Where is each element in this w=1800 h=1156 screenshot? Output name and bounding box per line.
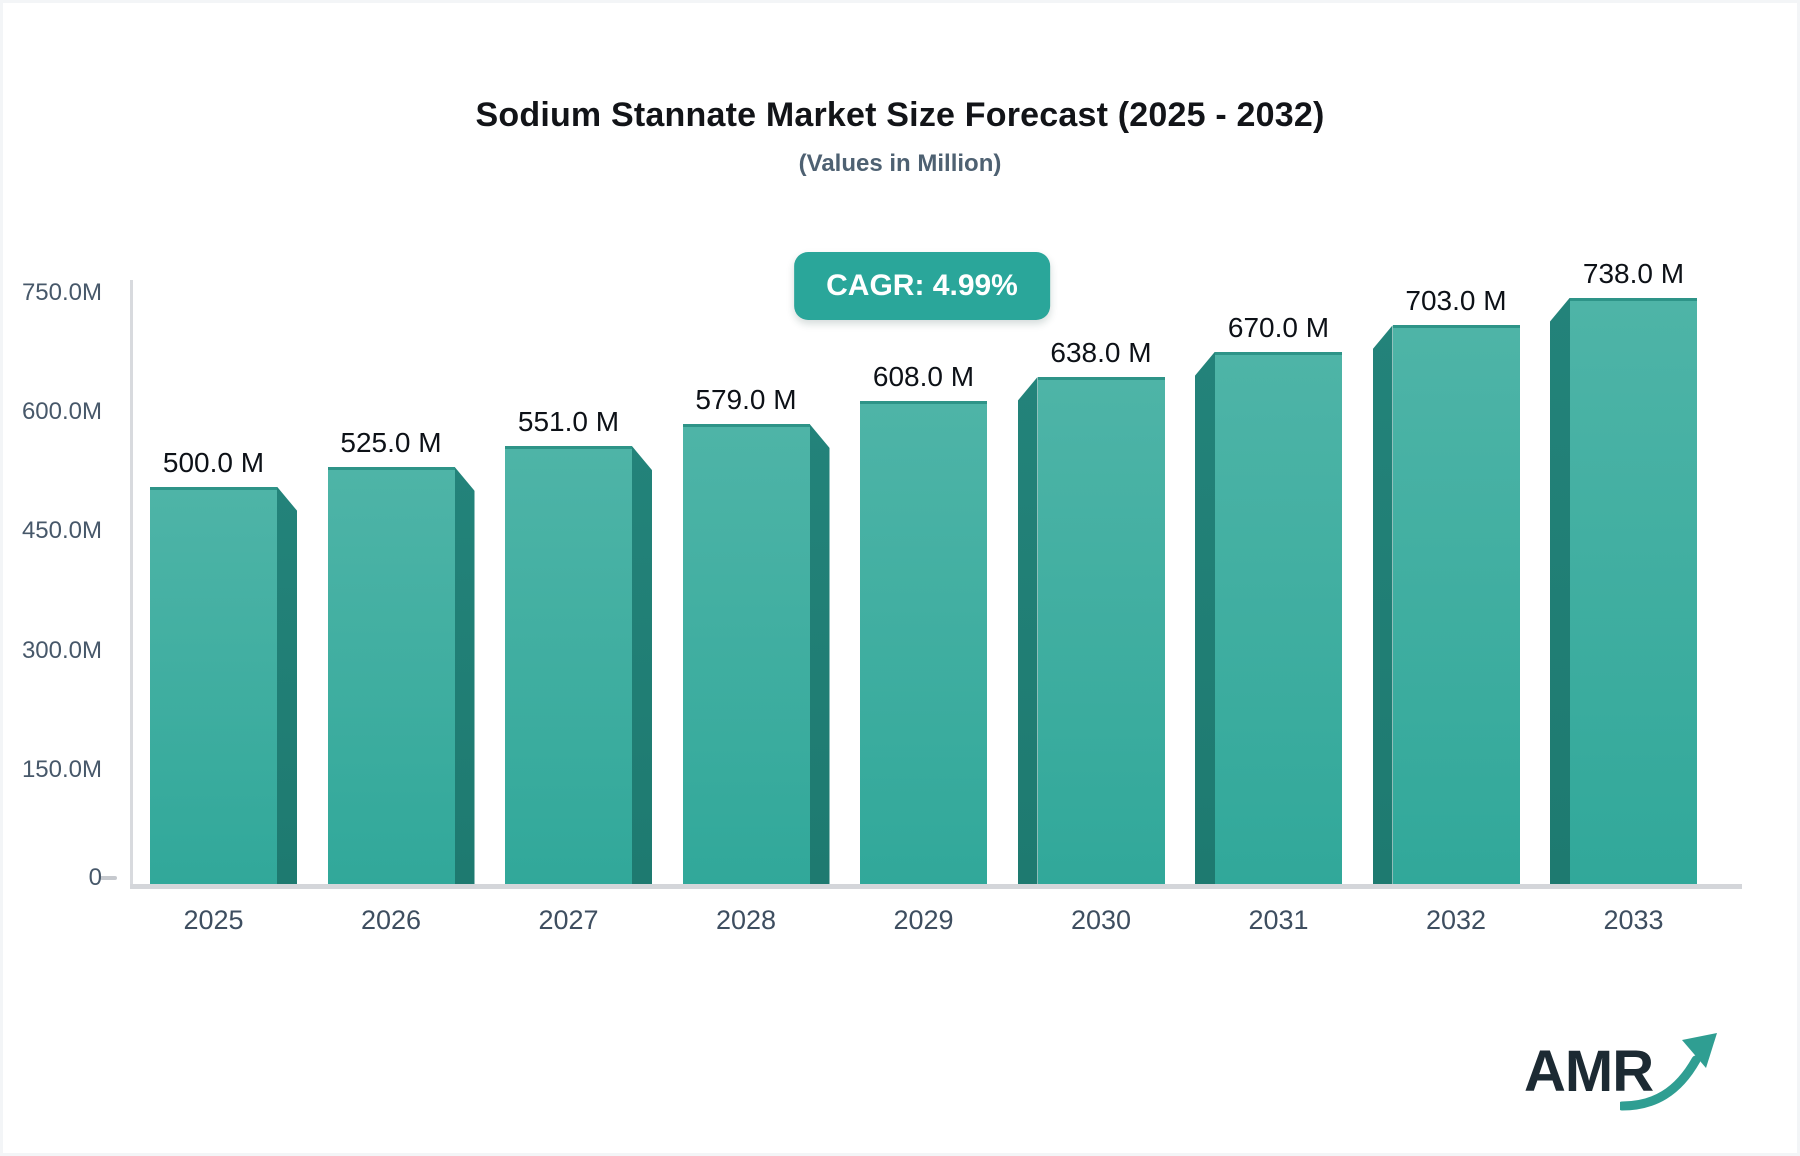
bar-2027 — [505, 446, 632, 884]
bar-value-label: 551.0 M — [517, 406, 620, 438]
bar-side-2026 — [454, 466, 475, 884]
bar-value-label: 638.0 M — [1050, 337, 1152, 368]
y-axis-tick-label: 600.0M — [21, 398, 102, 426]
x-axis-tick-label: 2032 — [1425, 905, 1487, 935]
bar-value-label: 670.0 M — [1227, 311, 1330, 343]
bar-value-label: 579.0 M — [695, 383, 797, 415]
x-axis-tick-label: 2031 — [1248, 905, 1309, 935]
bar-side-2028 — [809, 423, 830, 884]
x-axis-tick-label: 2028 — [715, 905, 777, 935]
amr-logo: AMR — [1524, 1028, 1724, 1118]
bar-2029 — [860, 400, 987, 884]
bar-side-2027 — [632, 446, 652, 884]
bar-value-label: 738.0 M — [1582, 257, 1685, 289]
growth-arrow-icon — [1620, 1033, 1717, 1111]
y-axis-line — [130, 280, 133, 889]
chart-subtitle: (Values in Million) — [798, 150, 1002, 177]
y-axis-tick-label: 0 — [88, 864, 102, 891]
bar-value-label: 703.0 M — [1405, 285, 1507, 317]
x-axis-tick-label: 2026 — [360, 905, 422, 935]
chart-title: Sodium Stannate Market Size Forecast (20… — [475, 96, 1325, 134]
cagr-badge: CAGR: 4.99% — [794, 252, 1050, 320]
bar-side-2031 — [1195, 351, 1215, 884]
bar-value-label: 500.0 M — [162, 446, 265, 478]
bar-side-2032 — [1372, 325, 1393, 884]
bar-2025 — [150, 486, 277, 884]
amr-logo-text: AMR — [1524, 1039, 1654, 1104]
x-axis-tick-label: 2029 — [893, 905, 954, 935]
zero-tick-mark — [100, 876, 117, 880]
x-axis-line — [130, 884, 1742, 889]
bar-2030 — [1037, 377, 1165, 884]
x-axis-tick-label: 2027 — [538, 905, 599, 935]
bar-2026 — [327, 466, 455, 884]
y-axis-tick-label: 150.0M — [21, 755, 102, 783]
y-axis-tick-label: 300.0M — [21, 636, 102, 664]
bar-2028 — [682, 423, 810, 884]
bar-value-label: 525.0 M — [340, 426, 442, 458]
bar-2032 — [1392, 325, 1520, 884]
x-axis-tick-label: 2030 — [1070, 905, 1132, 935]
x-axis-tick-label: 2025 — [183, 905, 244, 935]
bar-2033 — [1570, 297, 1697, 884]
x-axis-tick-label: 2033 — [1603, 905, 1664, 935]
bar-2031 — [1215, 351, 1342, 884]
bar-side-2025 — [277, 486, 297, 884]
bar-value-label: 608.0 M — [872, 360, 975, 392]
y-axis-tick-label: 450.0M — [21, 517, 102, 545]
bar-side-2033 — [1550, 297, 1570, 884]
y-axis-tick-label: 750.0M — [21, 279, 102, 306]
bar-side-2030 — [1017, 377, 1038, 884]
